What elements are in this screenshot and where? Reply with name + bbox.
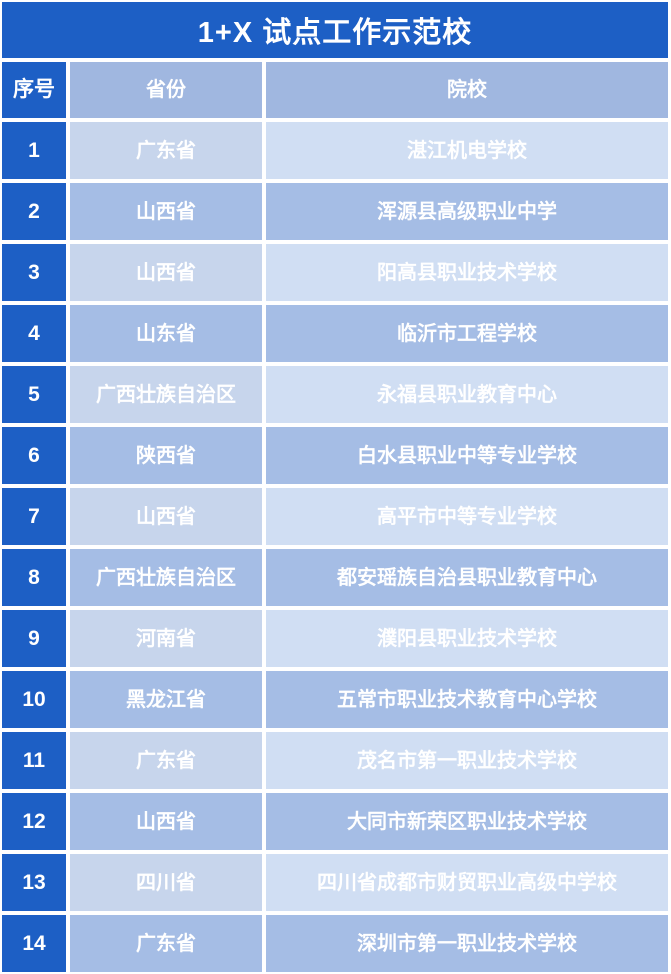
row-index-cell: 3 xyxy=(2,244,66,301)
page-title: 1+X 试点工作示范校 xyxy=(197,17,473,49)
table-body: 1 广东省 湛江机电学校 2 山西省 浑源县高级职业中学 3 山西省 阳高县职业… xyxy=(2,122,668,972)
table-row: 6 陕西省 白水县职业中等专业学校 xyxy=(2,427,668,484)
table-row: 13 四川省 四川省成都市财贸职业高级中学校 xyxy=(2,854,668,911)
row-school-cell: 五常市职业技术教育中心学校 xyxy=(266,671,668,728)
row-school-cell: 阳高县职业技术学校 xyxy=(266,244,668,301)
table-row: 8 广西壮族自治区 都安瑶族自治县职业教育中心 xyxy=(2,549,668,606)
row-school-cell: 濮阳县职业技术学校 xyxy=(266,610,668,667)
row-index-cell: 8 xyxy=(2,549,66,606)
table-row: 11 广东省 茂名市第一职业技术学校 xyxy=(2,732,668,789)
table-row: 4 山东省 临沂市工程学校 xyxy=(2,305,668,362)
row-school-cell: 大同市新荣区职业技术学校 xyxy=(266,793,668,850)
row-province-cell: 广东省 xyxy=(70,915,262,972)
table-row: 9 河南省 濮阳县职业技术学校 xyxy=(2,610,668,667)
row-province-cell: 山西省 xyxy=(70,183,262,240)
row-index-cell: 5 xyxy=(2,366,66,423)
table-row: 12 山西省 大同市新荣区职业技术学校 xyxy=(2,793,668,850)
row-school-cell: 高平市中等专业学校 xyxy=(266,488,668,545)
row-province-cell: 黑龙江省 xyxy=(70,671,262,728)
row-school-cell: 深圳市第一职业技术学校 xyxy=(266,915,668,972)
table-row: 3 山西省 阳高县职业技术学校 xyxy=(2,244,668,301)
row-province-cell: 山西省 xyxy=(70,793,262,850)
table-row: 14 广东省 深圳市第一职业技术学校 xyxy=(2,915,668,972)
table-row: 1 广东省 湛江机电学校 xyxy=(2,122,668,179)
row-province-cell: 广西壮族自治区 xyxy=(70,549,262,606)
row-index-cell: 6 xyxy=(2,427,66,484)
row-index-cell: 11 xyxy=(2,732,66,789)
row-school-cell: 白水县职业中等专业学校 xyxy=(266,427,668,484)
row-province-cell: 山东省 xyxy=(70,305,262,362)
table-row: 5 广西壮族自治区 永福县职业教育中心 xyxy=(2,366,668,423)
row-province-cell: 陕西省 xyxy=(70,427,262,484)
row-school-cell: 临沂市工程学校 xyxy=(266,305,668,362)
row-school-cell: 浑源县高级职业中学 xyxy=(266,183,668,240)
row-school-cell: 茂名市第一职业技术学校 xyxy=(266,732,668,789)
table-row: 10 黑龙江省 五常市职业技术教育中心学校 xyxy=(2,671,668,728)
row-school-cell: 永福县职业教育中心 xyxy=(266,366,668,423)
row-index-cell: 13 xyxy=(2,854,66,911)
title-bar: 1+X 试点工作示范校 xyxy=(2,2,668,58)
row-index-cell: 9 xyxy=(2,610,66,667)
row-province-cell: 广西壮族自治区 xyxy=(70,366,262,423)
table-row: 2 山西省 浑源县高级职业中学 xyxy=(2,183,668,240)
header-school-cell: 院校 xyxy=(266,62,668,118)
row-province-cell: 广东省 xyxy=(70,732,262,789)
header-province-cell: 省份 xyxy=(70,62,262,118)
row-index-cell: 2 xyxy=(2,183,66,240)
row-province-cell: 山西省 xyxy=(70,244,262,301)
row-index-cell: 14 xyxy=(2,915,66,972)
row-province-cell: 河南省 xyxy=(70,610,262,667)
row-province-cell: 广东省 xyxy=(70,122,262,179)
header-index-cell: 序号 xyxy=(2,62,66,118)
row-index-cell: 7 xyxy=(2,488,66,545)
row-school-cell: 湛江机电学校 xyxy=(266,122,668,179)
row-school-cell: 四川省成都市财贸职业高级中学校 xyxy=(266,854,668,911)
row-school-cell: 都安瑶族自治县职业教育中心 xyxy=(266,549,668,606)
row-index-cell: 1 xyxy=(2,122,66,179)
row-province-cell: 四川省 xyxy=(70,854,262,911)
table-row: 7 山西省 高平市中等专业学校 xyxy=(2,488,668,545)
row-index-cell: 4 xyxy=(2,305,66,362)
row-index-cell: 10 xyxy=(2,671,66,728)
row-index-cell: 12 xyxy=(2,793,66,850)
row-province-cell: 山西省 xyxy=(70,488,262,545)
header-row: 序号 省份 院校 xyxy=(2,62,668,118)
